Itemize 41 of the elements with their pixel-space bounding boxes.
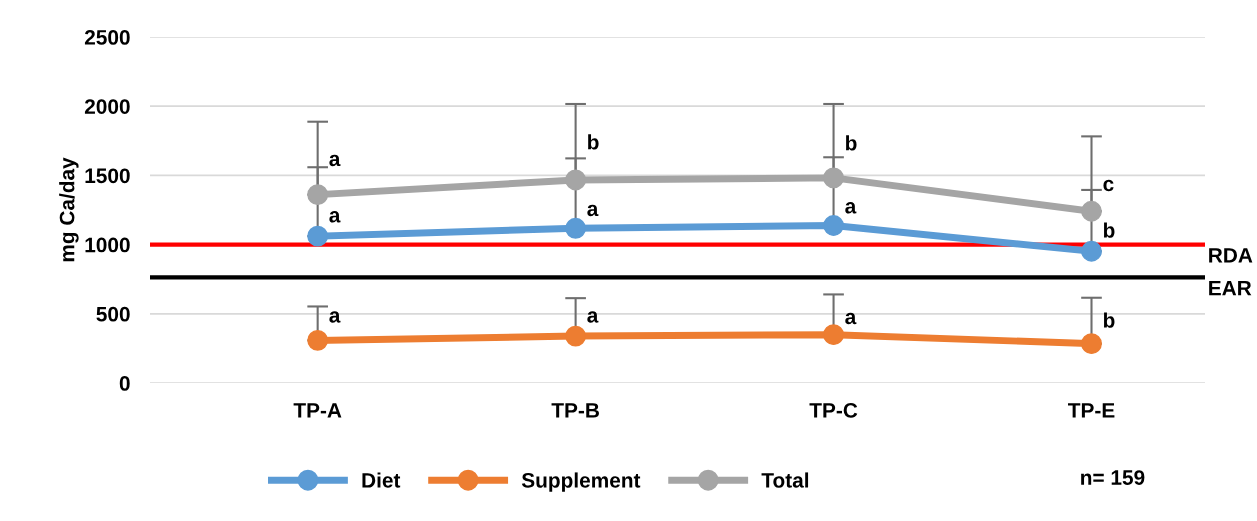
y-tick-label: 1000 [85,237,130,253]
ref-line-label: EAR [1209,280,1252,296]
legend-label: Diet [362,472,401,488]
annotation: b [846,135,857,151]
annotation: a [329,311,341,323]
annotation: a [329,211,341,223]
annotation: c [1103,179,1114,192]
point [565,169,587,191]
annotation: b [1103,312,1115,328]
point [565,325,587,347]
point [823,215,844,236]
point [307,329,329,351]
y-tick-label: 500 [96,306,130,322]
y-tick-label: 2000 [84,99,130,114]
y-tick-label: 1500 [85,168,130,184]
point [565,217,587,239]
point [823,167,844,189]
point [307,184,329,206]
text: n= 159 [1081,470,1145,485]
annotation: a [587,311,599,323]
point [1081,333,1102,355]
x-tick-label: TP-C [809,402,858,418]
y-tick-label: 2500 [84,30,130,45]
point [1081,240,1102,262]
ref-line-label: RDA [1209,248,1253,263]
annotation: a [845,312,857,325]
point [1081,200,1102,222]
point [307,225,329,247]
point [823,324,844,346]
y-axis-title: mg Ca/day [59,157,79,262]
annotation: a [329,154,341,167]
annotation: b [1103,222,1115,238]
x-tick-label: TP-E [1068,403,1115,418]
annotation: a [845,202,857,214]
x-tick-label: TP-B [551,403,599,418]
annotation: a [587,204,599,217]
y-tick-label: 0 [119,376,130,391]
legend-label: Total [761,472,809,488]
annotation: b [588,134,599,150]
legend-label: Supplement [521,472,641,492]
x-tick-label: TP-A [293,403,342,418]
